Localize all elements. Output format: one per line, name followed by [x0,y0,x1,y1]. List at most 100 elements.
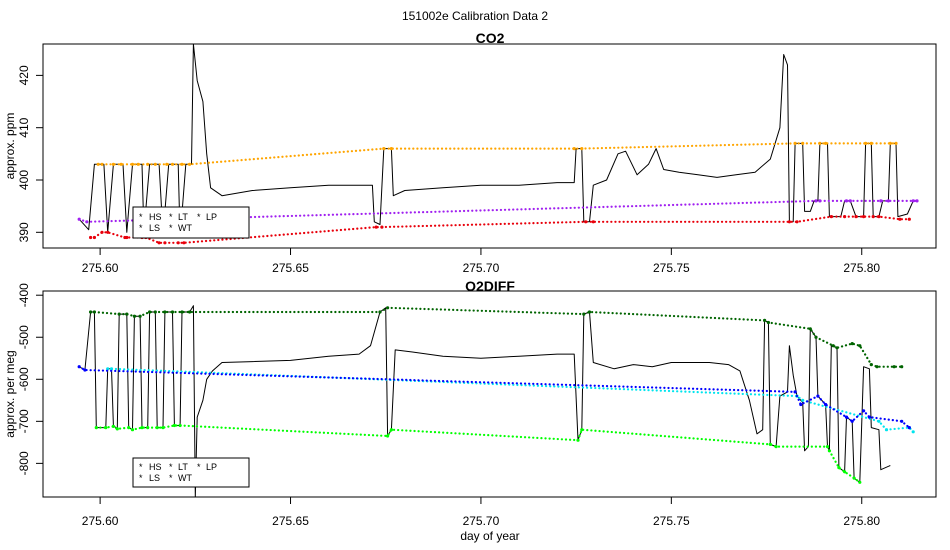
co2-point-hs [380,225,384,229]
o2diff-point-lp [844,415,849,419]
co2-y-axis: 390 400 410 420 [17,65,43,242]
co2-point-ls [894,141,898,145]
o2diff-point-ls [774,445,778,449]
o2diff-point-hs [125,312,129,316]
o2diff-legend-marker-hs: * [139,462,143,472]
o2diff-point-hs [814,335,818,339]
co2-y-tick-label: 400 [17,170,31,190]
o2diff-point-hs [582,312,586,316]
o2diff-point-hs [163,310,167,314]
co2-y-tick-label: 420 [17,65,31,85]
co2-point-ls [869,141,873,145]
o2diff-panel-title: O2DIFF [465,278,515,294]
o2diff-point-lp [793,390,797,394]
o2diff-point-ls [837,466,841,470]
co2-y-tick-label: 410 [17,117,31,137]
co2-point-hs [584,220,588,224]
co2-point-hs [843,215,847,219]
o2diff-point-ls [768,442,772,446]
o2diff-point-hs [89,310,93,314]
co2-y-tick-label: 390 [17,222,31,242]
o2diff-point-hs [869,363,873,367]
co2-point-wt [879,199,883,203]
o2diff-point-hs [188,310,192,314]
co2-legend-marker-hs: * [139,212,143,222]
co2-legend-box [132,206,250,239]
o2diff-legend-box [132,457,250,488]
o2diff-point-lp [900,419,904,423]
co2-legend-label-wt: WT [178,223,192,233]
co2-point-hs [862,215,866,219]
co2-y-axis-label: approx. ppm [3,113,17,180]
o2diff-point-lt [911,430,915,434]
o2diff-point-hs [808,327,812,331]
co2-point-ls [111,162,115,166]
o2diff-panel: O2DIFF approx. per meg day of year 275.6… [3,278,937,543]
co2-point-hs [871,215,875,219]
co2-point-hs [854,215,858,219]
o2diff-y-axis-label: approx. per meg [3,350,17,437]
co2-x-axis: 275.60 275.65 275.70 275.75 275.80 [82,248,880,275]
o2diff-point-ls [104,426,108,430]
co2-x-tick-label: 275.65 [272,261,309,275]
co2-point-hs [157,241,161,245]
co2-point-wt [848,199,852,203]
co2-series-group [77,43,919,245]
co2-legend: * HS * LT * LP * LS * WT [132,206,250,239]
co2-legend-label-ls: LS [149,223,160,233]
co2-legend-marker-lt: * [169,212,173,222]
o2diff-point-hs [378,310,382,314]
co2-panel: CO2 approx. ppm 275.60 275.65 275.70 275.75… [3,30,937,275]
co2-point-ls [170,162,175,166]
co2-point-wt [915,199,919,203]
o2diff-point-ls [130,428,135,432]
o2diff-series-lt [106,367,915,433]
co2-point-ls [146,162,150,166]
co2-point-hs [89,235,93,240]
co2-point-hs [787,220,792,224]
o2diff-point-hs [138,314,142,318]
co2-series-ls [97,142,898,166]
o2diff-y-axis: -800 -700 -600 -500 -400 [17,283,43,475]
co2-point-wt [85,220,89,224]
o2diff-point-hs [831,344,835,348]
o2diff-point-hs [875,365,879,369]
o2diff-point-lt [877,419,881,423]
co2-legend-marker-lp: * [197,212,201,222]
o2diff-series-hs [89,306,903,368]
o2diff-point-ls [146,426,150,430]
co2-point-hs [176,241,180,245]
co2-legend-label-hs: HS [149,212,162,222]
o2diff-point-hs [153,310,157,314]
o2diff-point-hs [117,312,121,316]
co2-point-ls [130,162,135,166]
o2diff-x-tick-label: 275.80 [843,514,880,528]
o2diff-y-tick-label: -600 [17,367,31,391]
o2diff-point-lp [816,394,820,398]
co2-point-ls [801,141,805,145]
o2diff-point-hs [900,365,904,369]
co2-point-ls [382,147,386,151]
o2diff-point-lp [850,419,854,423]
co2-point-hs [907,217,911,221]
co2-point-ls [572,147,576,151]
o2diff-legend-marker-lp: * [197,462,201,472]
x-axis-label: day of year [460,529,519,543]
o2diff-x-tick-label: 275.65 [272,514,309,528]
o2diff-point-hs [170,310,175,314]
co2-point-wt [814,199,818,203]
co2-point-wt [818,199,822,203]
o2diff-point-hs [180,310,184,314]
co2-legend-label-lp: LP [206,212,217,222]
o2diff-point-ls [827,449,832,453]
co2-panel-title: CO2 [476,30,505,46]
o2diff-legend-label-lp: LP [206,462,217,472]
o2diff-point-ls [843,470,847,474]
co2-point-hs [100,230,104,234]
co2-point-ls [580,147,584,151]
o2diff-point-lp [862,409,866,413]
co2-point-hs [898,217,902,221]
o2diff-y-tick-label: -700 [17,409,31,433]
o2diff-point-lp [77,365,81,369]
